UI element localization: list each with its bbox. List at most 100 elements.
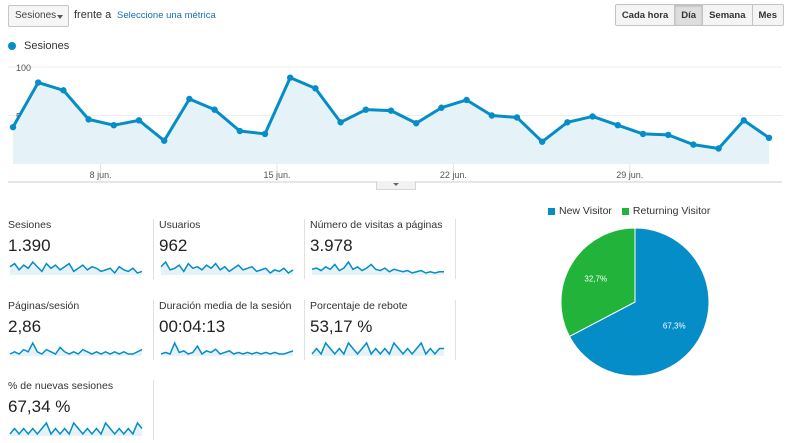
data-point[interactable] [463,96,470,104]
scorecard-title: Duración media de la sesión [159,300,292,312]
data-point[interactable] [488,112,495,119]
select-metric-link[interactable]: Seleccione una métrica [117,10,216,21]
data-point[interactable] [639,130,647,138]
sparkline [160,260,294,275]
sparkline-line [160,341,294,356]
sessions-line-chart[interactable]: 100508 jun.15 jun.22 jun.29 jun. [0,58,790,185]
range-month-button[interactable]: Mes [751,4,784,26]
sparkline [160,341,294,356]
data-point[interactable] [287,74,294,81]
scorecard[interactable]: % de nuevas sesiones 67,34 % [8,380,154,440]
sparkline-line [9,421,143,436]
main-chart-legend[interactable]: Sesiones [8,40,69,52]
sparkline [311,260,444,275]
sparkline-line [311,260,444,274]
scorecard-title: % de nuevas sesiones [8,380,114,392]
pie-slice[interactable] [560,227,636,338]
sparkline [9,260,143,275]
legend-swatch-returning [621,207,629,215]
scorecard-title: Sesiones [8,219,52,231]
y-tick-label: 100 [16,63,31,73]
data-point[interactable] [387,107,395,114]
metric-select-value: Sesiones [15,10,57,21]
metric-select[interactable]: Sesiones [8,5,69,27]
scorecard-title: Número de visitas a páginas [310,219,443,231]
data-point[interactable] [135,117,143,124]
chart-expand-handle[interactable] [376,181,416,190]
data-point[interactable] [413,120,420,127]
pie-slice-label: 32,7% [584,274,607,283]
visitor-type-pie-chart[interactable]: 67,3% 32,7% [555,222,715,382]
data-point[interactable] [211,106,218,113]
legend-item-new-visitor[interactable]: New Visitor [548,205,612,217]
sparkline [9,421,143,436]
x-tick-label: 22 jun. [440,170,467,180]
scorecard[interactable]: Páginas/sesión 2,86 [8,300,154,360]
data-point[interactable] [362,106,369,113]
data-point[interactable] [665,131,672,139]
sparkline-area [161,262,293,275]
x-tick-label: 15 jun. [263,170,290,180]
pie-legend: New Visitor Returning Visitor [548,205,720,217]
legend-item-returning-visitor[interactable]: Returning Visitor [621,205,711,217]
sparkline-line [9,341,143,355]
range-day-button[interactable]: Día [674,4,704,26]
data-point[interactable] [9,123,17,131]
data-point[interactable] [564,119,571,126]
scorecard-title: Porcentaje de rebote [310,300,408,312]
data-point[interactable] [765,134,773,142]
scorecard[interactable]: Número de visitas a páginas 3.978 [310,219,456,279]
scorecard-value: 53,17 % [310,317,373,336]
data-point[interactable] [35,79,42,86]
scorecard[interactable]: Sesiones 1.390 [8,219,154,279]
data-point[interactable] [261,130,269,138]
data-point[interactable] [60,87,67,94]
sparkline-area [161,343,293,356]
data-point[interactable] [337,119,344,126]
data-point[interactable] [312,85,319,92]
data-point[interactable] [539,138,546,145]
x-tick-label: 29 jun. [616,170,643,180]
series-area [13,77,769,164]
pie-slice[interactable] [568,227,710,377]
legend-swatch-new [548,207,555,215]
range-week-button[interactable]: Semana [702,4,753,26]
scorecard-title: Usuarios [159,219,201,231]
scorecard-value: 2,86 [8,317,42,336]
scorecard-value: 962 [159,236,188,255]
data-point[interactable] [161,137,168,144]
data-point[interactable] [740,117,747,124]
series-swatch [8,42,16,50]
legend-label-new: New Visitor [559,205,612,217]
sparkline-line [9,260,143,275]
x-tick-label: 8 jun. [90,170,112,180]
date-range-granularity: Cada hora Día Semana Mes [614,4,784,26]
sparkline [311,341,444,356]
chevron-down-icon [57,15,63,19]
sparkline-area [10,423,142,436]
data-point[interactable] [614,122,621,129]
data-point[interactable] [715,145,722,152]
data-point[interactable] [85,116,92,123]
sparkline [9,341,143,356]
data-point[interactable] [690,141,697,148]
data-point[interactable] [110,122,118,129]
main-chart-legend-label: Sesiones [24,40,70,52]
range-hourly-button[interactable]: Cada hora [614,4,676,26]
data-point[interactable] [513,114,521,121]
data-point[interactable] [186,95,193,103]
data-point[interactable] [589,113,596,120]
data-point[interactable] [236,127,243,135]
sparkline-line [160,260,294,274]
scorecard[interactable]: Porcentaje de rebote 53,17 % [310,300,456,360]
data-point[interactable] [438,104,445,111]
pie-slice-label: 67,3% [663,322,686,331]
scorecard[interactable]: Usuarios 962 [159,219,305,279]
sparkline-area [10,262,142,275]
versus-label: frente a [74,9,112,21]
legend-label-returning: Returning Visitor [632,205,711,217]
scorecard-title: Páginas/sesión [8,300,80,312]
chevron-down-icon [393,183,399,186]
scorecard[interactable]: Duración media de la sesión 00:04:13 [159,300,305,360]
sparkline-line [311,341,444,356]
